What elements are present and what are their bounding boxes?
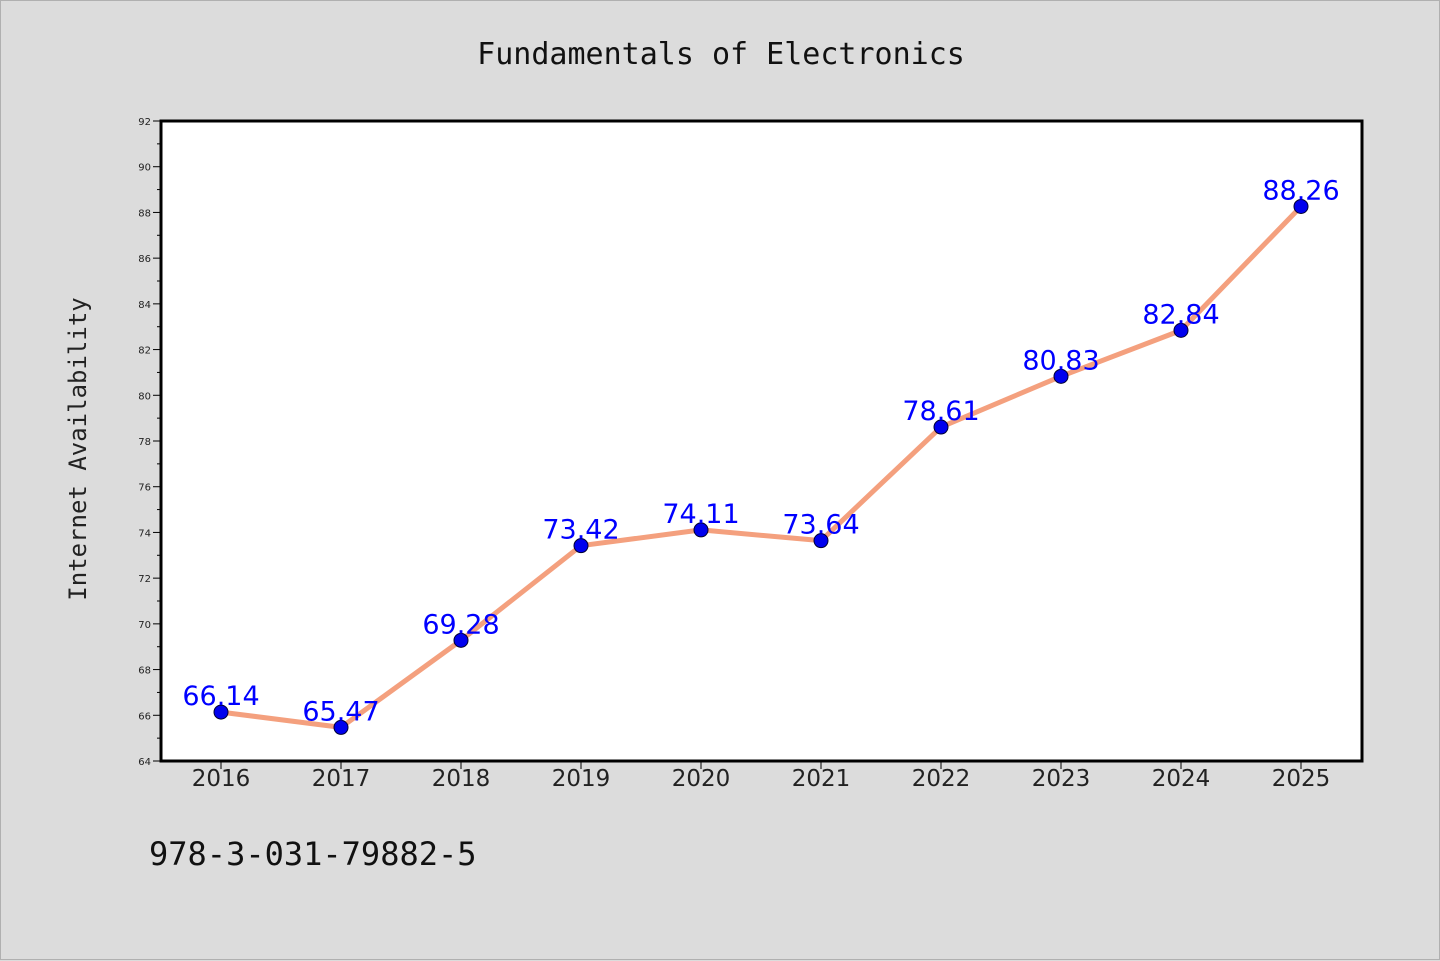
y-tick-label: 70 <box>138 620 151 631</box>
y-tick-label: 86 <box>138 254 151 265</box>
y-tick-label: 84 <box>138 300 151 311</box>
y-tick-label: 78 <box>138 437 151 448</box>
series-line <box>218 203 1304 730</box>
data-point-marker <box>573 538 589 554</box>
data-point-marker <box>453 632 469 648</box>
data-point-marker <box>813 533 829 549</box>
y-tick-label: 72 <box>138 574 151 585</box>
series-group <box>213 198 1309 735</box>
y-tick-label: 80 <box>138 391 151 402</box>
data-point-marker <box>1053 368 1069 384</box>
y-tick-label: 68 <box>138 666 151 677</box>
y-tick-label: 66 <box>138 711 151 722</box>
data-label: 80.83 <box>1022 345 1099 376</box>
x-tick-label: 2019 <box>552 766 611 792</box>
y-tick-label: 88 <box>138 208 151 219</box>
data-label: 78.61 <box>902 396 979 427</box>
data-point-marker <box>333 719 349 735</box>
data-label: 66.14 <box>182 681 259 712</box>
x-tick-label: 2025 <box>1272 766 1331 792</box>
data-point-marker <box>693 522 709 538</box>
data-label: 73.42 <box>542 515 619 546</box>
data-point-marker <box>213 704 229 720</box>
data-label: 73.64 <box>782 510 859 541</box>
data-label: 69.28 <box>422 609 499 640</box>
y-axis-ticks: 64 66 68 70 72 74 76 78 80 82 84 86 88 90 92 <box>138 117 161 768</box>
y-tick-label: 82 <box>138 346 151 357</box>
x-tick-label: 2017 <box>312 766 371 792</box>
data-label: 88.26 <box>1262 175 1339 206</box>
data-label: 74.11 <box>662 499 739 530</box>
x-tick-label: 2020 <box>672 766 731 792</box>
y-tick-label: 90 <box>138 163 151 174</box>
data-labels-group: 66.14 65.47 69.28 73.42 74.11 73.64 78.61 80.83… <box>182 175 1339 727</box>
isbn-annotation: 978-3-031-79882-5 <box>149 835 477 873</box>
plot-area <box>159 119 1364 763</box>
data-point-marker <box>1173 322 1189 338</box>
data-label: 82.84 <box>1142 299 1219 330</box>
x-tick-label: 2016 <box>192 766 251 792</box>
x-tick-label: 2024 <box>1152 766 1211 792</box>
chart-title: Fundamentals of Electronics <box>477 37 965 72</box>
y-tick-label: 76 <box>138 483 151 494</box>
y-tick-label: 74 <box>138 528 151 539</box>
data-label: 65.47 <box>302 696 379 727</box>
y-tick-label: 64 <box>138 757 151 768</box>
data-point-marker <box>1293 198 1309 214</box>
x-tick-label: 2022 <box>912 766 971 792</box>
y-axis-label: Internet Availability <box>64 297 92 600</box>
x-tick-label: 2018 <box>432 766 491 792</box>
x-tick-label: 2021 <box>792 766 851 792</box>
y-tick-label: 92 <box>138 117 151 128</box>
data-point-marker <box>933 419 949 435</box>
x-axis-ticks: 2016 2017 2018 2019 2020 2021 2022 2023 2024 2025 <box>192 761 1331 792</box>
x-tick-label: 2023 <box>1032 766 1091 792</box>
